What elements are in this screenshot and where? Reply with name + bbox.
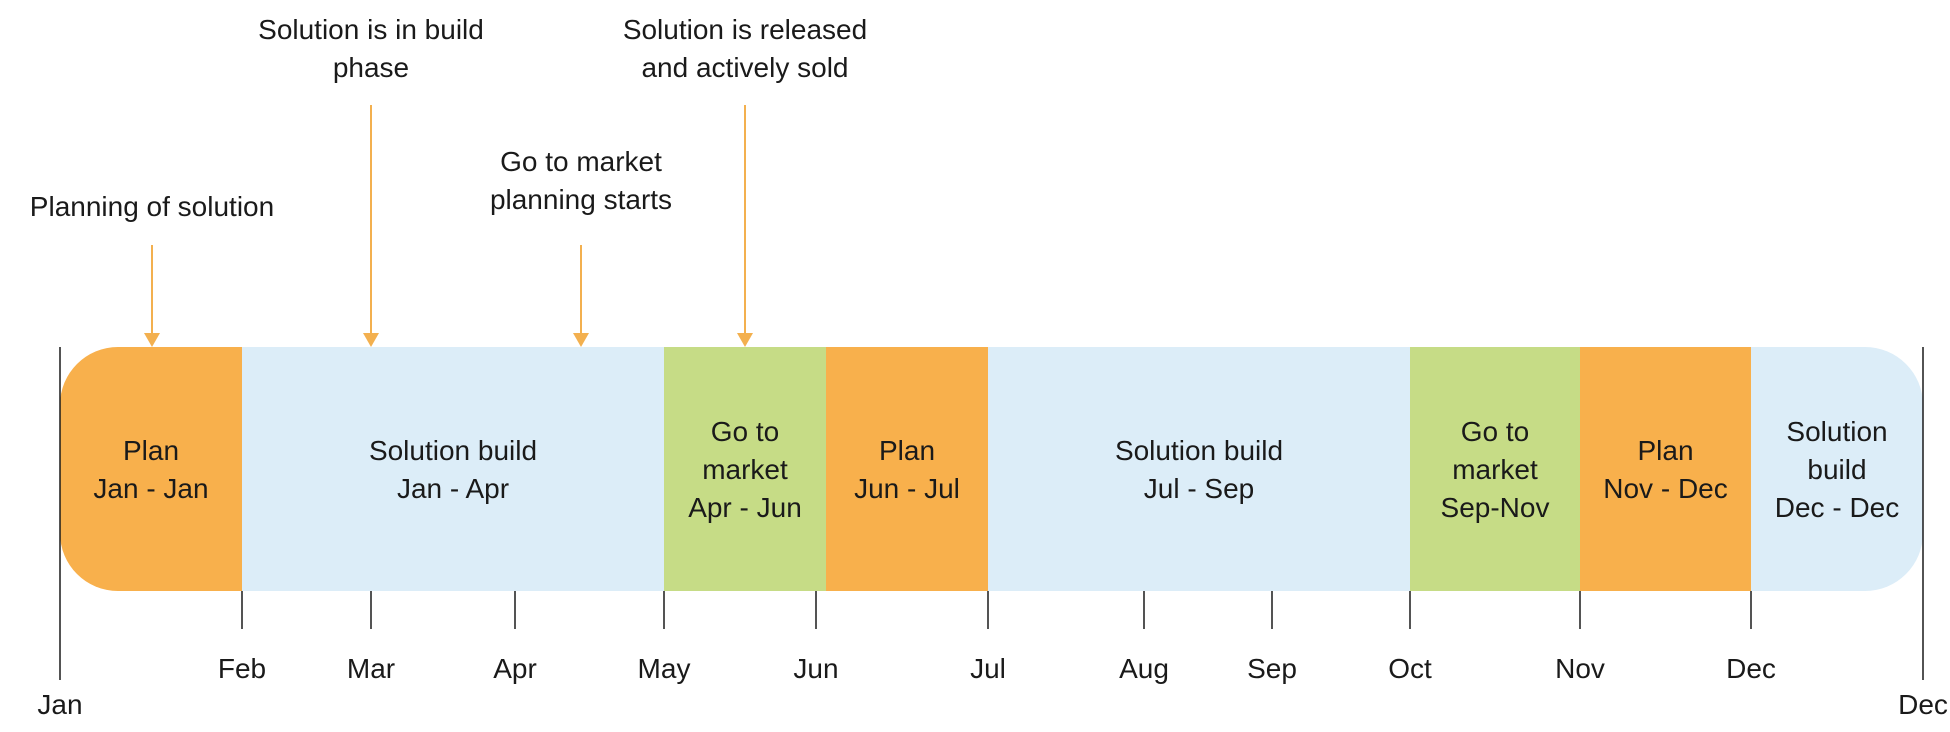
annotation-label-line: and actively sold xyxy=(641,52,848,83)
annotation-arrowhead xyxy=(363,333,379,347)
phase-bar xyxy=(60,347,1923,591)
annotation-label: Planning of solution xyxy=(30,191,274,222)
phase-build-label-line: Solution build xyxy=(1115,435,1283,466)
phase-gtm-label-line: market xyxy=(702,454,788,485)
axis-tick-label: Sep xyxy=(1247,653,1297,684)
phase-gtm-label-line: Go to xyxy=(711,416,779,447)
phase-build-label: Solution build Jul - Sep xyxy=(1115,435,1283,504)
annotation-arrowhead xyxy=(737,333,753,347)
phase-gtm-label: Go to market Sep-Nov xyxy=(1441,416,1550,523)
phase-gtm-block xyxy=(1410,347,1581,591)
axis-tick-label: Nov xyxy=(1555,653,1605,684)
axis-tick-label: Dec xyxy=(1726,653,1776,684)
phase-plan-block xyxy=(60,347,243,591)
annotation-label-line: Go to market xyxy=(500,146,662,177)
axis-tick-label: Jun xyxy=(793,653,838,684)
annotation-label-line: planning starts xyxy=(490,184,672,215)
phase-build-block xyxy=(242,347,665,591)
phase-gtm-label-line: Sep-Nov xyxy=(1441,492,1550,523)
phase-gtm-label-line: Go to xyxy=(1461,416,1529,447)
phase-build-label-line: build xyxy=(1807,454,1866,485)
annotation-label: Solution is released and actively sold xyxy=(623,14,867,83)
annotation-arrowhead xyxy=(573,333,589,347)
axis-tick-label: Mar xyxy=(347,653,395,684)
phase-build-label-line: Solution xyxy=(1786,416,1887,447)
phase-labels: Plan Jan - Jan Solution build Jan - Apr Go t… xyxy=(93,416,1899,523)
annotation-label-line: Solution is released xyxy=(623,14,867,45)
phase-plan-block xyxy=(826,347,989,591)
phase-plan-label-line: Jan - Jan xyxy=(93,473,208,504)
annotation-label: Solution is in build phase xyxy=(258,14,484,83)
phase-plan-label-line: Nov - Dec xyxy=(1603,473,1727,504)
annotation-label: Go to market planning starts xyxy=(490,146,672,215)
phase-build-label-line: Jul - Sep xyxy=(1144,473,1255,504)
phase-plan-label: Plan Jan - Jan xyxy=(93,435,208,504)
phase-plan-block xyxy=(1580,347,1752,591)
axis-tick-label: Feb xyxy=(218,653,266,684)
phase-gtm-block xyxy=(664,347,827,591)
axis-tick-label: Jan xyxy=(37,689,82,720)
axis-tick-label: Jul xyxy=(970,653,1006,684)
axis-tick-label: Oct xyxy=(1388,653,1432,684)
annotation-arrowhead xyxy=(144,333,160,347)
phase-build-label: Solution build Dec - Dec xyxy=(1775,416,1899,523)
axis-tick-label: Dec xyxy=(1898,689,1948,720)
phase-plan-label-line: Plan xyxy=(1637,435,1693,466)
phase-build-label: Solution build Jan - Apr xyxy=(369,435,537,504)
phase-build-block xyxy=(1751,347,1923,591)
annotations: Planning of solution Solution is in build… xyxy=(30,14,867,347)
phase-build-block xyxy=(988,347,1411,591)
annotation-label-line: Solution is in build xyxy=(258,14,484,45)
annotation-label-line: Planning of solution xyxy=(30,191,274,222)
phase-build-label-line: Dec - Dec xyxy=(1775,492,1899,523)
axis-tick-label: Aug xyxy=(1119,653,1169,684)
phase-plan-label: Plan Nov - Dec xyxy=(1603,435,1727,504)
phase-plan-label-line: Jun - Jul xyxy=(854,473,960,504)
phase-gtm-label: Go to market Apr - Jun xyxy=(688,416,802,523)
phase-plan-label-line: Plan xyxy=(123,435,179,466)
axis-tick-label: May xyxy=(638,653,691,684)
phase-plan-label-line: Plan xyxy=(879,435,935,466)
phase-build-label-line: Jan - Apr xyxy=(397,473,509,504)
phase-gtm-label-line: market xyxy=(1452,454,1538,485)
month-axis: Jan Feb Mar Apr May Jun Jul Aug Sep Oct Nov Dec Dec xyxy=(37,347,1948,720)
phase-build-label-line: Solution build xyxy=(369,435,537,466)
annotation-label-line: phase xyxy=(333,52,409,83)
axis-tick-label: Apr xyxy=(493,653,537,684)
phase-plan-label: Plan Jun - Jul xyxy=(854,435,960,504)
phase-gtm-label-line: Apr - Jun xyxy=(688,492,802,523)
